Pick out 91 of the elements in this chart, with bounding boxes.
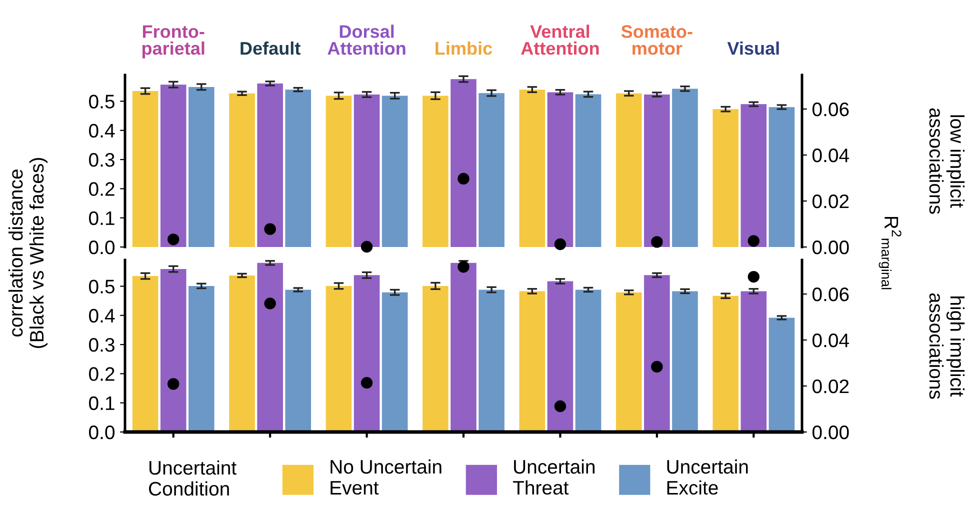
bar xyxy=(257,262,283,432)
bar xyxy=(450,79,476,247)
bar xyxy=(575,94,602,247)
bar xyxy=(326,286,352,432)
bar xyxy=(740,104,767,247)
y-tick-label: 0.2 xyxy=(89,367,114,381)
bar xyxy=(616,93,642,247)
bar xyxy=(616,292,642,432)
point xyxy=(264,223,276,235)
y-tick-label: 0.1 xyxy=(89,396,114,410)
bar xyxy=(672,291,698,432)
bar xyxy=(229,93,255,247)
bar xyxy=(712,296,738,432)
bar xyxy=(422,286,448,432)
bar xyxy=(575,290,602,432)
bar xyxy=(478,93,504,247)
y-tick-label: 0.3 xyxy=(89,153,114,167)
bar xyxy=(160,269,186,432)
point xyxy=(651,236,663,248)
point xyxy=(554,400,566,412)
bar xyxy=(382,96,408,247)
bar xyxy=(672,88,698,247)
point xyxy=(554,238,566,250)
point xyxy=(168,378,180,390)
x-tick-label: Dorsal Attention xyxy=(328,24,406,55)
x-tick-label: Default xyxy=(240,42,300,55)
point xyxy=(264,298,276,310)
point xyxy=(458,261,470,273)
x-tick-label: Ventral Attention xyxy=(521,24,599,55)
y-tick-label: 0.5 xyxy=(89,94,114,108)
bar xyxy=(354,275,380,432)
legend-label: Uncertain Excite xyxy=(667,459,748,495)
bar xyxy=(519,90,546,247)
bar xyxy=(285,90,312,247)
legend-label: Uncertain Threat xyxy=(512,459,594,495)
bar xyxy=(132,91,158,247)
x-tick-label: Limbic xyxy=(436,42,492,55)
y2-tick-label: 0.04 xyxy=(812,333,849,348)
bar xyxy=(644,94,670,247)
bar xyxy=(478,290,504,432)
text: high implicit associations xyxy=(929,293,965,399)
y2-tick-label: 0.00 xyxy=(812,425,849,440)
x-tick-label: Fronto- parietal xyxy=(142,25,204,58)
bar xyxy=(188,286,214,432)
y-tick-label: 0.0 xyxy=(89,425,115,440)
y-tick-label: 0.4 xyxy=(89,308,115,323)
point xyxy=(360,376,373,389)
bar xyxy=(326,96,352,247)
bar xyxy=(547,92,574,247)
y2-tick-label: 0.06 xyxy=(812,102,849,116)
y-tick-label: 0.5 xyxy=(89,280,114,294)
point xyxy=(748,270,760,283)
y2-axis-title: R$^{2}$$_{marginal}$ xyxy=(878,216,902,290)
point xyxy=(748,235,760,247)
y2-tick-label: 0.02 xyxy=(812,194,849,208)
bar xyxy=(422,96,448,247)
text: low implicit associations xyxy=(929,108,965,214)
bar xyxy=(519,291,546,432)
legend-label: No Uncertain Event xyxy=(330,459,442,495)
bar xyxy=(188,86,214,247)
y-tick-label: 0.0 xyxy=(89,240,115,254)
bar xyxy=(644,275,670,432)
bar xyxy=(547,281,574,432)
y2-tick-label: 0.00 xyxy=(812,240,849,254)
bar xyxy=(160,84,186,247)
bar xyxy=(132,276,158,432)
point xyxy=(360,240,373,253)
bar xyxy=(229,275,255,432)
bar xyxy=(354,94,380,247)
point xyxy=(651,360,663,373)
bar xyxy=(285,290,312,432)
y2-tick-label: 0.02 xyxy=(812,379,849,394)
bar xyxy=(768,107,795,247)
y-tick-label: 0.2 xyxy=(89,182,114,196)
y-axis-title: correlation distance (Black vs White faces) xyxy=(8,158,48,348)
point xyxy=(458,172,470,185)
bar xyxy=(382,292,408,432)
bar xyxy=(768,318,795,432)
y-tick-label: 0.4 xyxy=(89,124,115,138)
legend-title: Uncertaint Condition xyxy=(148,460,236,496)
y2-tick-label: 0.04 xyxy=(812,148,849,162)
y-tick-label: 0.3 xyxy=(89,338,114,352)
bar xyxy=(450,262,476,432)
bar xyxy=(712,109,738,247)
bar xyxy=(740,291,767,432)
x-tick-label: Visual xyxy=(727,42,779,55)
bar xyxy=(257,83,283,247)
y-tick-label: 0.1 xyxy=(89,211,114,226)
point xyxy=(168,234,180,246)
x-tick-label: Somato- motor xyxy=(621,25,692,55)
y2-tick-label: 0.06 xyxy=(812,288,849,302)
